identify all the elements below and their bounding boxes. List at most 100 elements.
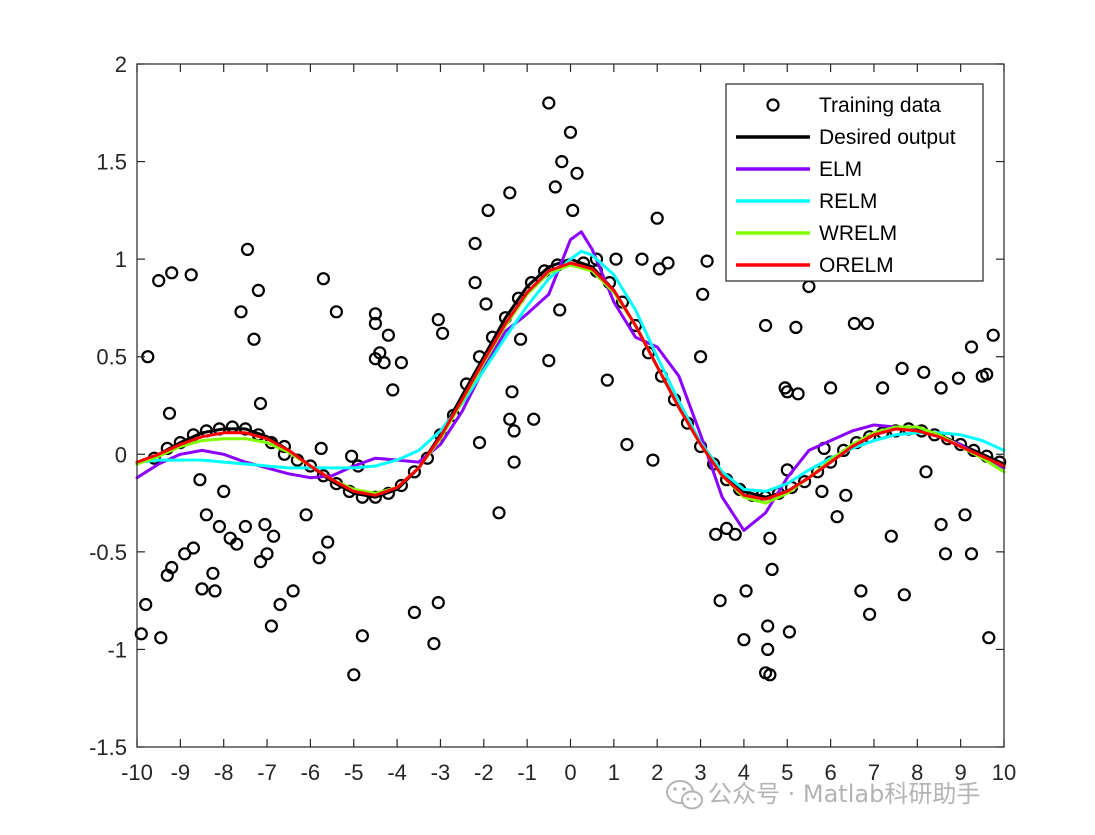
training-data-point xyxy=(381,328,395,342)
training-data-point xyxy=(563,125,578,139)
training-data-point xyxy=(789,320,803,334)
training-data-point xyxy=(980,367,994,381)
training-data-point xyxy=(394,478,408,493)
training-data-point xyxy=(609,252,623,266)
legend-label-orelm: ORELM xyxy=(819,254,894,277)
legend-label-elm: ELM xyxy=(819,158,862,181)
training-data-point xyxy=(830,510,844,524)
training-data-point xyxy=(964,340,979,354)
training-data-point xyxy=(737,633,751,647)
training-data-point xyxy=(154,631,168,645)
training-data-point xyxy=(635,252,649,266)
x-tick-label: -1 xyxy=(517,760,537,785)
training-data-point xyxy=(765,562,779,577)
x-tick-label: 2 xyxy=(651,760,663,785)
training-data-point xyxy=(620,437,634,452)
training-data-point xyxy=(713,593,727,608)
training-data-point xyxy=(696,287,710,301)
legend-box xyxy=(725,83,984,282)
x-tick-label: 4 xyxy=(738,760,750,785)
series-layer xyxy=(134,96,1007,682)
training-data-point xyxy=(299,508,313,522)
training-data-point xyxy=(652,262,667,276)
training-data-point xyxy=(492,506,506,520)
training-data-point xyxy=(570,166,584,180)
training-data-point xyxy=(555,155,569,169)
training-data-point xyxy=(407,605,421,620)
training-data-point xyxy=(186,541,200,555)
training-data-point xyxy=(314,441,328,455)
x-tick-label: -9 xyxy=(171,760,191,785)
training-data-point xyxy=(797,475,812,489)
training-data-point xyxy=(312,551,326,565)
x-tick-label: 7 xyxy=(868,760,880,785)
x-tick-label: -3 xyxy=(431,760,451,785)
training-data-point xyxy=(507,455,521,469)
x-tick-label: 0 xyxy=(564,760,576,785)
x-tick-label: 6 xyxy=(824,760,836,785)
legend-label-wrelm: WRELM xyxy=(819,222,897,245)
training-data-point xyxy=(208,584,222,598)
training-data-point xyxy=(134,627,148,641)
training-data-point xyxy=(238,519,252,534)
training-data-point xyxy=(782,625,797,639)
x-tick-label: 8 xyxy=(911,760,923,785)
training-data-point xyxy=(761,642,775,657)
training-data-point xyxy=(553,303,567,317)
training-data-point xyxy=(234,305,248,319)
training-data-point xyxy=(481,203,495,217)
training-data-point xyxy=(823,381,838,395)
training-data-point xyxy=(650,211,664,225)
training-data-point xyxy=(251,283,265,297)
wechat-icon xyxy=(666,780,703,810)
training-data-point xyxy=(934,517,948,532)
training-data-point xyxy=(316,272,330,286)
training-data-point xyxy=(431,595,445,610)
training-data-point xyxy=(860,316,875,331)
training-data-point xyxy=(527,412,541,426)
training-data-point xyxy=(897,588,911,602)
training-data-point xyxy=(854,584,868,598)
training-data-point xyxy=(661,256,675,270)
series-line-elm xyxy=(135,230,1006,532)
watermark-text: 公众号 · Matlab科研助手 xyxy=(708,780,980,808)
training-data-point xyxy=(479,297,493,311)
training-data-point xyxy=(355,629,369,643)
training-data-point xyxy=(286,584,300,598)
series-line-wrelm xyxy=(135,263,1006,505)
training-data-point xyxy=(505,385,519,399)
training-data-point xyxy=(195,582,209,596)
training-data-point xyxy=(206,566,220,580)
training-data-point xyxy=(217,484,231,498)
x-tick-label: -7 xyxy=(257,760,277,785)
training-data-point xyxy=(178,547,192,561)
training-data-point xyxy=(542,96,556,110)
training-data-point xyxy=(321,535,335,549)
training-data-point xyxy=(839,488,853,502)
training-data-point xyxy=(693,350,708,364)
training-data-point xyxy=(934,381,948,395)
training-data-point xyxy=(763,531,777,545)
y-tick-label: -0.5 xyxy=(89,540,127,565)
training-data-point xyxy=(230,537,244,551)
training-data-point xyxy=(815,484,829,498)
training-data-point xyxy=(566,203,580,217)
y-tick-label: 1.5 xyxy=(96,150,127,175)
training-data-point xyxy=(862,607,877,621)
training-data-point xyxy=(345,449,359,463)
training-data-point xyxy=(329,305,343,319)
series-line-relm xyxy=(135,249,1006,493)
training-data-point xyxy=(139,597,153,612)
legend-label-training-data: Training data xyxy=(819,94,941,117)
training-data-point xyxy=(431,313,445,327)
training-data-point xyxy=(240,242,255,256)
training-data-point xyxy=(407,465,421,479)
x-tick-label: 5 xyxy=(781,760,793,785)
training-data-point xyxy=(542,354,556,368)
training-data-point xyxy=(394,356,408,370)
training-data-point xyxy=(700,254,714,268)
training-data-point xyxy=(368,316,382,331)
training-data-point xyxy=(152,274,166,288)
x-tick-label: -5 xyxy=(344,760,364,785)
training-data-point xyxy=(951,371,966,385)
